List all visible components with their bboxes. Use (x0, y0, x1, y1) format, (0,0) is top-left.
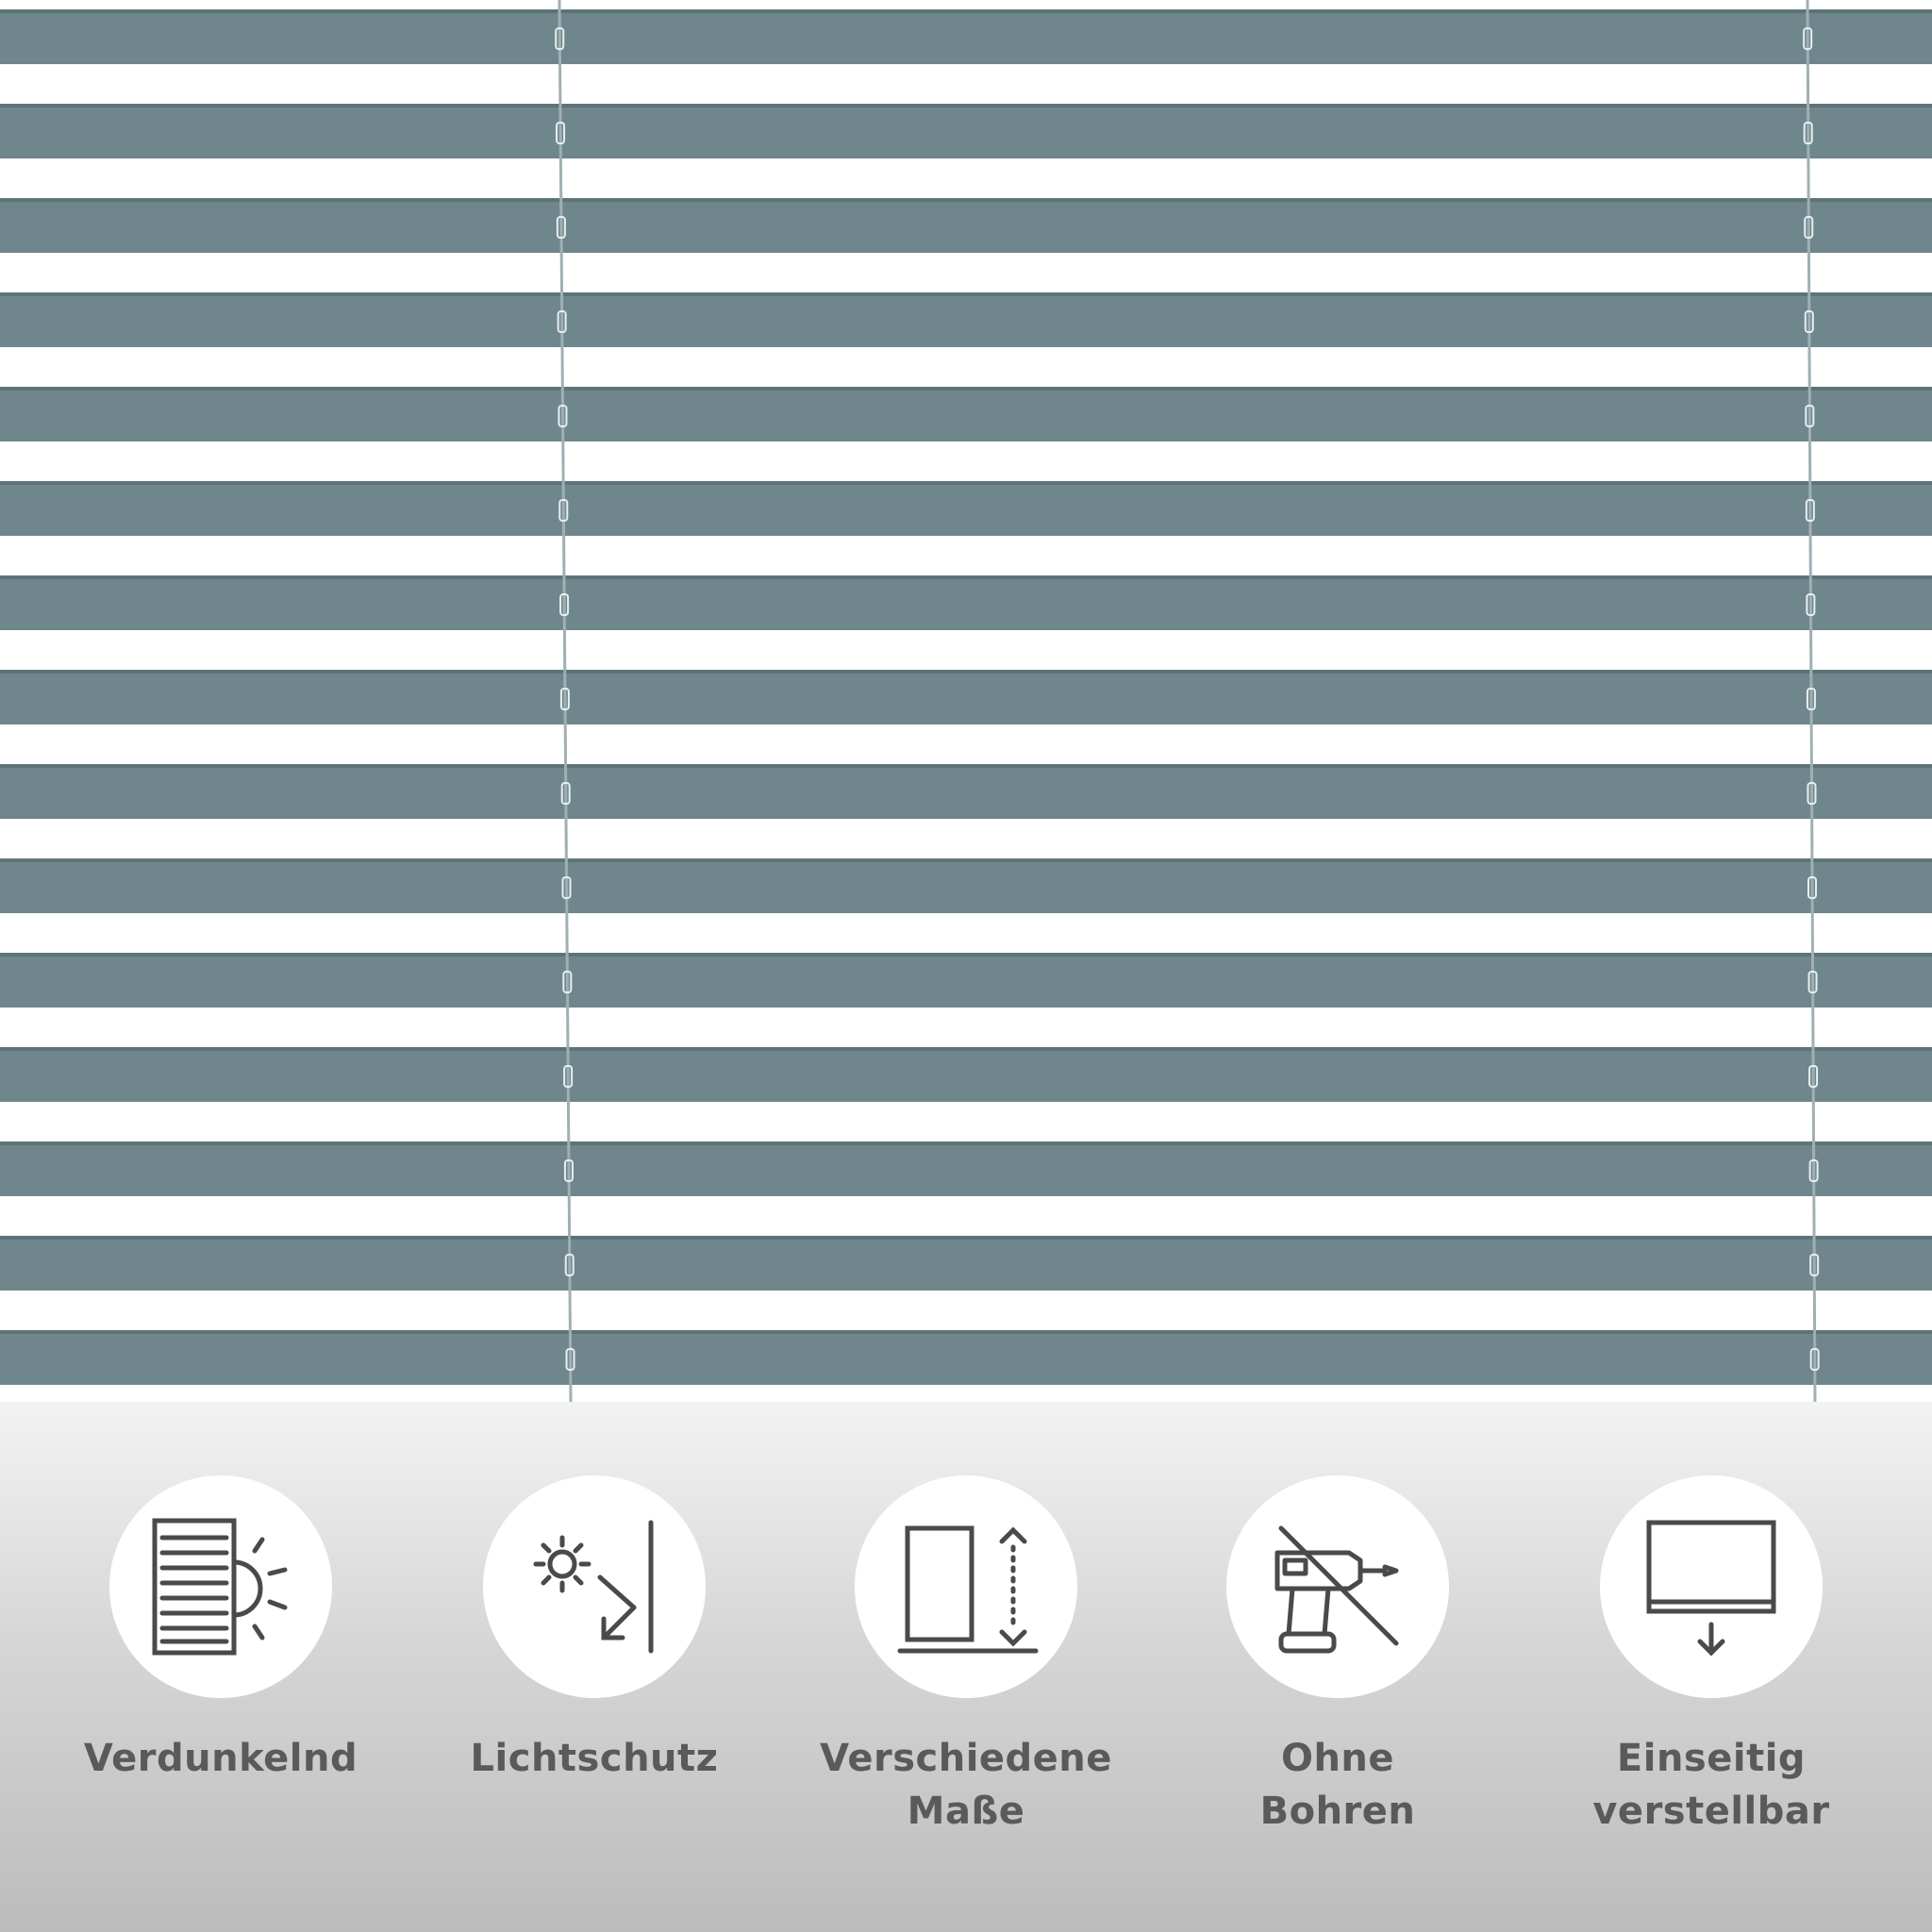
blind-slat (0, 1047, 1932, 1102)
feature-label-line: Bohren (1259, 1790, 1416, 1833)
no-drilling-icon (1274, 1525, 1399, 1654)
cord-knot (1805, 405, 1815, 427)
feature-label-line: verstellbar (1592, 1790, 1830, 1833)
cord-knot (1808, 1065, 1819, 1088)
blind-slat-edge (0, 858, 1932, 862)
cord-knot (1807, 876, 1818, 899)
blind-slat-edge (0, 9, 1932, 13)
feature-lichtschutz: Lichtschutz (406, 1475, 783, 1872)
blind-slat-edge (0, 198, 1932, 202)
sun-protection-icon (533, 1520, 654, 1654)
cord-knot (1804, 310, 1814, 333)
feature-ohne-bohren: Ohne Bohren (1149, 1475, 1526, 1872)
blind-slat (0, 1141, 1932, 1196)
cord-knot (1808, 1159, 1819, 1182)
feature-label: Ohne Bohren (1260, 1732, 1416, 1838)
feature-label-line: Verdunkelnd (83, 1737, 358, 1780)
feature-circle (1226, 1475, 1449, 1698)
blind-slat (0, 104, 1932, 158)
blind-slat-edge (0, 575, 1932, 579)
blind-photo (0, 0, 1932, 1402)
feature-label-line: Verschiedene (820, 1737, 1112, 1780)
blind-slat-edge (0, 764, 1932, 768)
blind-slat (0, 9, 1932, 64)
cord-knot (561, 876, 572, 899)
cord-knot (559, 593, 570, 616)
feature-circle (1600, 1475, 1823, 1698)
cord-knot (563, 1065, 574, 1088)
ladder-cord (1806, 0, 1817, 1402)
feature-circle (855, 1475, 1077, 1698)
cord-knot (562, 971, 573, 993)
blind-slat (0, 292, 1932, 347)
cord-knot (1803, 27, 1813, 50)
blackout-blind-sun-icon (152, 1518, 288, 1656)
feature-label-line: Ohne (1280, 1737, 1395, 1780)
cord-knot (1807, 782, 1817, 805)
blind-slat-edge (0, 104, 1932, 108)
blind-slat (0, 764, 1932, 819)
cord-knot (556, 122, 566, 144)
feature-label: Verdunkelnd (84, 1732, 358, 1785)
blind-slat (0, 858, 1932, 913)
blind-slat-edge (0, 387, 1932, 391)
blind-slats (0, 9, 1932, 1385)
cord-knot (1804, 216, 1814, 239)
feature-label-line: Maße (907, 1790, 1025, 1833)
cord-knot (564, 1254, 575, 1276)
cord-knot (558, 499, 569, 522)
feature-label-line: Einseitig (1616, 1737, 1807, 1780)
feature-verdunkelnd: Verdunkelnd (32, 1475, 409, 1872)
feature-circle (109, 1475, 332, 1698)
cord-knot (556, 216, 566, 239)
feature-label-line: Lichtschutz (470, 1737, 719, 1780)
blind-slat (0, 198, 1932, 253)
blind-slat-edge (0, 1141, 1932, 1145)
blind-slat (0, 953, 1932, 1008)
blind-slat-edge (0, 1047, 1932, 1051)
feature-circle (483, 1475, 706, 1698)
feature-einseitig-verstellbar: Einseitig verstellbar (1523, 1475, 1900, 1872)
feature-label: Verschiedene Maße (820, 1732, 1112, 1838)
cord-knot (1803, 122, 1813, 144)
cord-knot (1809, 1254, 1820, 1276)
cord-knot (555, 27, 565, 50)
cord-knot (1807, 971, 1818, 993)
cord-knot (565, 1348, 575, 1371)
cord-knot (1809, 1348, 1820, 1371)
blind-slat-edge (0, 670, 1932, 674)
feature-verschiedene-masse: Verschiedene Maße (777, 1475, 1155, 1872)
blind-slat (0, 1330, 1932, 1385)
cord-knot (557, 310, 567, 333)
cord-knot (559, 688, 570, 710)
blind-slat (0, 387, 1932, 441)
blind-slat (0, 1236, 1932, 1291)
blind-slat-edge (0, 481, 1932, 485)
blind-slat-edge (0, 1236, 1932, 1240)
cord-knot (560, 782, 571, 805)
various-sizes-icon (897, 1525, 1039, 1654)
blind-slat-edge (0, 953, 1932, 957)
blind-slat-edge (0, 1330, 1932, 1334)
blind-cords (555, 0, 1820, 1402)
blind-slat (0, 481, 1932, 536)
cord-knot (558, 405, 568, 427)
cord-knot (1806, 688, 1816, 710)
feature-label: Einseitig verstellbar (1592, 1732, 1829, 1838)
blind-slat-edge (0, 292, 1932, 296)
feature-panel: Verdunkelnd Lichtschutz (0, 1402, 1932, 1932)
blind-slat (0, 670, 1932, 724)
feature-label: Lichtschutz (471, 1732, 719, 1785)
blind-slat (0, 575, 1932, 630)
one-side-adjustable-icon (1646, 1520, 1776, 1657)
cord-knot (1806, 593, 1816, 616)
cord-knot (563, 1159, 574, 1182)
ladder-cord (558, 0, 573, 1402)
cord-knot (1805, 499, 1815, 522)
